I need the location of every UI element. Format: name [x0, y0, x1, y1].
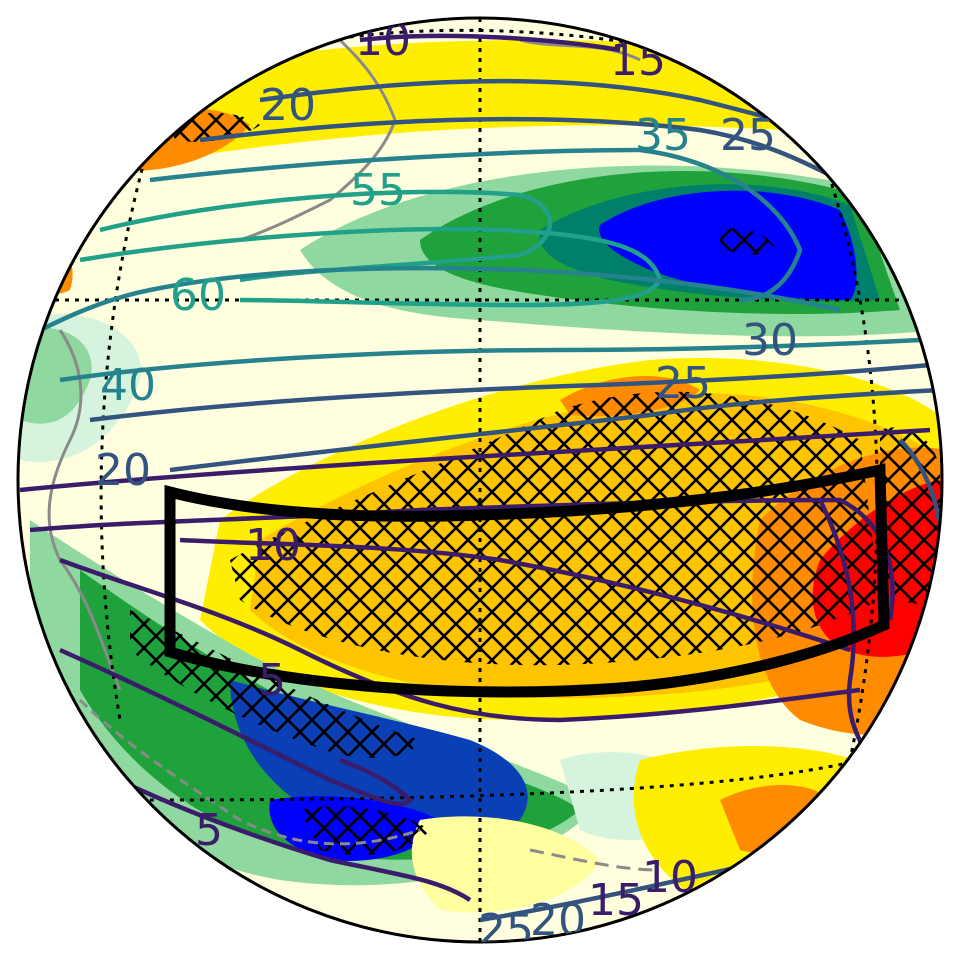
- shading-south-light-yellow: [411, 816, 600, 913]
- contour-label: 25: [478, 905, 534, 956]
- contour-east-loop: [817, 498, 873, 762]
- contour-label: 15: [588, 875, 644, 926]
- shading-left-green-2: [20, 327, 92, 424]
- contour-label: 25: [655, 358, 711, 409]
- region-box-outline: [164, 463, 890, 698]
- contour-25-mid: [169, 387, 941, 473]
- hatch-central: [230, 391, 880, 666]
- contour-20-mid: [19, 427, 931, 493]
- contour-10-mid: [179, 537, 851, 653]
- contour-labels: 10 15 20 35 25 55 60 40 30 25 20 10 5 5 …: [95, 15, 798, 956]
- contour-label: 10: [245, 520, 301, 571]
- contour-25-upper: [199, 116, 842, 183]
- hatch-north-east: [720, 228, 775, 255]
- contour-label: 60: [170, 270, 226, 321]
- graticule-lines: [55, 18, 910, 942]
- globe-outline: [16, 16, 944, 944]
- contour-30: [89, 362, 931, 423]
- coast-indonesia: [78, 698, 421, 846]
- contour-label: 40: [100, 360, 156, 411]
- contour-label: 20: [95, 445, 151, 496]
- shading-left-orange: [25, 238, 73, 294]
- contour-label: 10: [355, 15, 411, 66]
- coast-asia-east: [47, 329, 122, 691]
- contour-60: [79, 226, 663, 308]
- contour-15-top: [359, 33, 621, 53]
- hatch-south-west: [130, 610, 420, 758]
- contour-40: [59, 337, 921, 383]
- contour-label: 20: [260, 80, 316, 131]
- contour-label: 5: [258, 655, 286, 706]
- contour-35-upper: [149, 147, 803, 303]
- contour-label: 25: [720, 110, 776, 161]
- parallel-top: [329, 28, 781, 82]
- contour-label: 10: [642, 852, 698, 903]
- contour-label: 55: [350, 165, 406, 216]
- contour-label: 30: [742, 315, 798, 366]
- contour-label: 35: [635, 110, 691, 161]
- shading-south-orange: [720, 785, 830, 853]
- contour-5-box: [59, 557, 861, 723]
- coast-australia-islands: [529, 848, 661, 872]
- contour-label: 15: [610, 35, 666, 86]
- contour-5-lower: [59, 647, 414, 807]
- contour-15-mid: [29, 497, 895, 621]
- contour-50-left: [18, 265, 841, 343]
